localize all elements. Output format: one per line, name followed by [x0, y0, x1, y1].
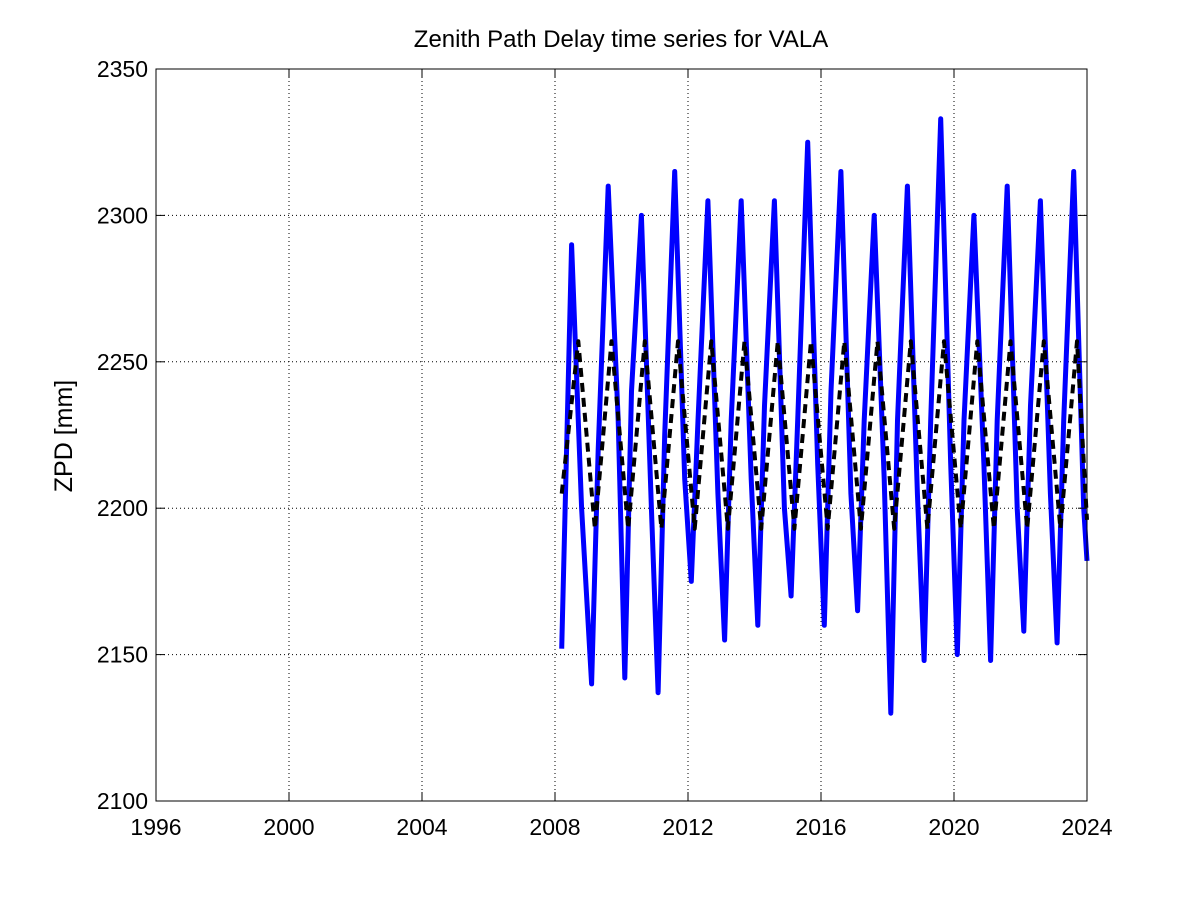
y-axis-label: ZPD [mm] — [50, 380, 78, 493]
axes-box — [155, 68, 1088, 802]
observed-series-line — [559, 116, 1090, 716]
y-tick-label: 2100 — [97, 788, 148, 814]
x-tick-label: 2020 — [928, 814, 979, 840]
x-tick-label: 2012 — [662, 814, 713, 840]
x-tick-label: 2016 — [795, 814, 846, 840]
chart-title: Zenith Path Delay time series for VALA — [414, 26, 828, 53]
model-series-line — [559, 339, 1089, 531]
y-tick-label: 2250 — [97, 349, 148, 375]
x-tick-label: 2004 — [396, 814, 447, 840]
y-tick-label: 2300 — [97, 202, 148, 228]
y-tick-label: 2350 — [97, 56, 148, 82]
x-tick-label: 2008 — [529, 814, 580, 840]
y-tick-label: 2200 — [97, 495, 148, 521]
x-tick-label: 2024 — [1061, 814, 1112, 840]
x-tick-label: 2000 — [263, 814, 314, 840]
y-tick-label: 2150 — [97, 642, 148, 668]
tick-labels: 1996 2000 2004 2008 2012 2016 2020 2024 2100 2150… — [97, 56, 1113, 840]
axes — [155, 68, 1088, 802]
x-tick-label: 1996 — [130, 814, 181, 840]
series-layer — [559, 116, 1090, 716]
